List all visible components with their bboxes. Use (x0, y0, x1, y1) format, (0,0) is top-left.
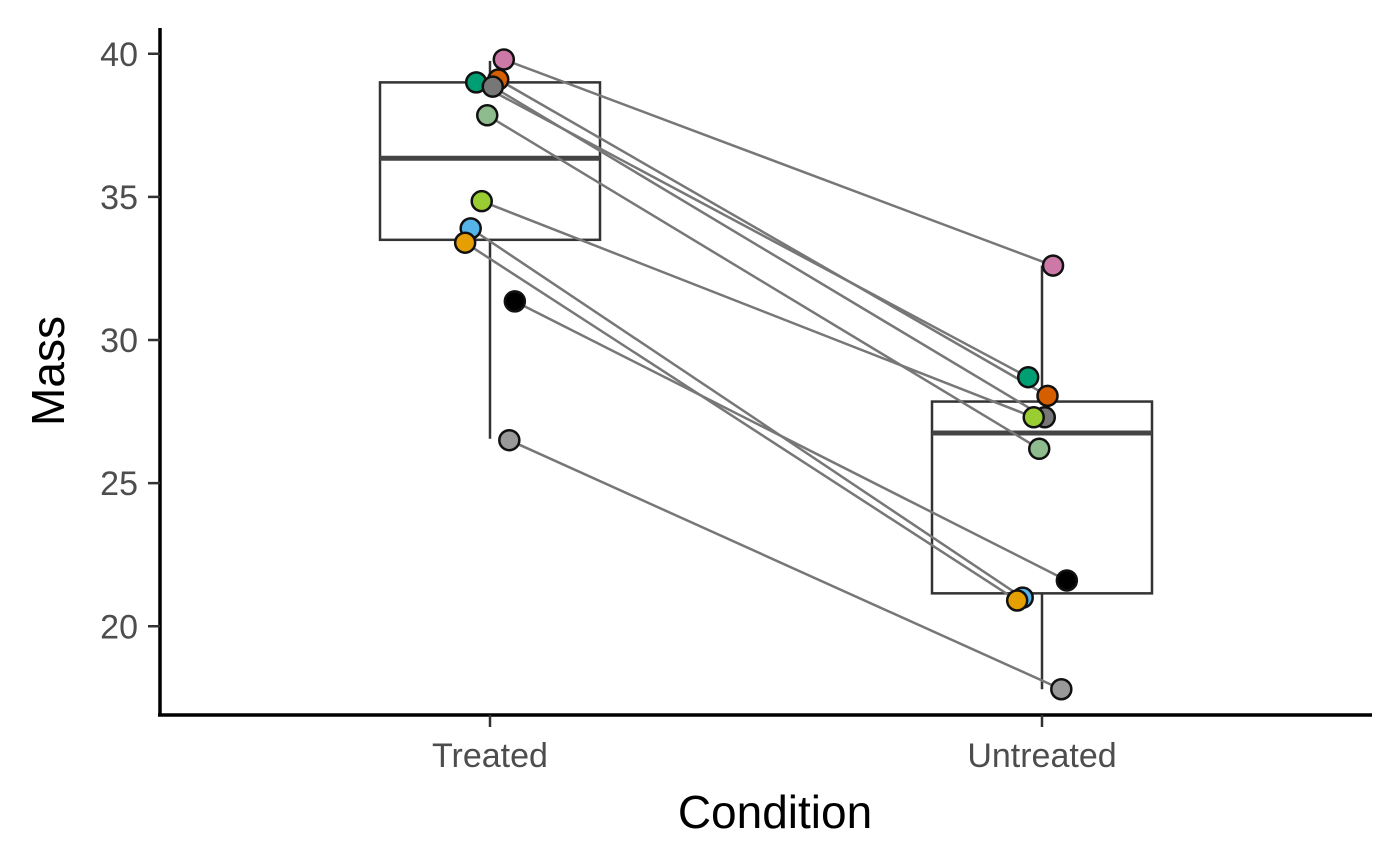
y-tick-label: 40 (100, 36, 138, 74)
pair-line (503, 58, 1054, 267)
treated-point (453, 231, 477, 254)
treated-point (503, 290, 527, 313)
y-tick-label: 30 (100, 322, 138, 360)
untreated-point (1016, 365, 1040, 389)
pair-line (481, 200, 1035, 419)
untreated-point (1036, 384, 1059, 408)
y-tick-label: 35 (100, 179, 138, 217)
pair-line (469, 227, 1024, 599)
treated-point (470, 189, 493, 213)
point-layer (453, 48, 1079, 701)
treated-point (498, 428, 521, 452)
y-ticks: 20 25 30 35 40 (100, 36, 160, 646)
box-iqr (930, 400, 1154, 595)
pair-line (497, 78, 1049, 397)
pair-line (508, 439, 1062, 691)
treated-point (475, 104, 499, 127)
pair-line-layer (464, 58, 1068, 691)
untreated-point (1005, 589, 1029, 612)
treated-point (481, 75, 505, 98)
untreated-point (1022, 406, 1045, 429)
untreated-point (1055, 569, 1079, 592)
pair-line (514, 300, 1068, 582)
untreated-point (1050, 677, 1073, 701)
pair-line (486, 114, 1040, 450)
y-tick-label: 25 (100, 465, 138, 503)
treated-point (492, 48, 516, 71)
untreated-point (1027, 437, 1051, 461)
x-tick-label: Treated (432, 737, 548, 775)
untreated-point (1041, 254, 1065, 277)
y-tick-label: 20 (100, 608, 138, 646)
y-axis-title: Mass (22, 316, 74, 426)
x-tick-label: Untreated (967, 737, 1116, 775)
x-axis-title: Condition (678, 786, 872, 838)
x-ticks: Treated Untreated (432, 715, 1117, 775)
pair-line (492, 85, 1046, 419)
axes (158, 28, 1372, 717)
pair-line (464, 241, 1018, 602)
